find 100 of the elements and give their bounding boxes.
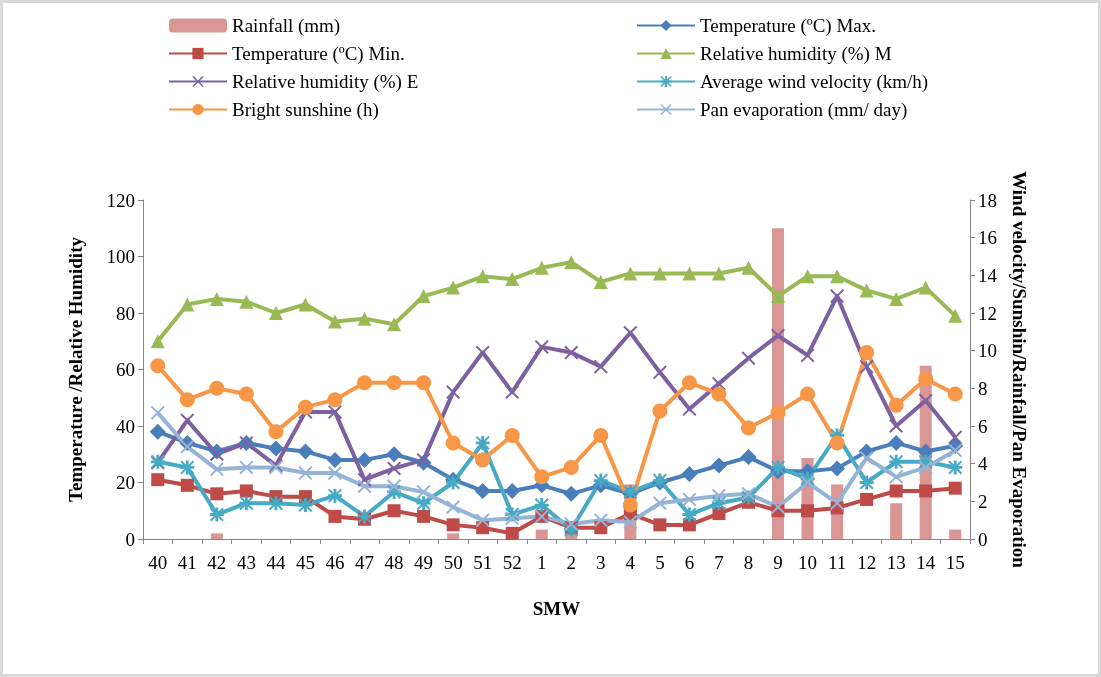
point [475, 452, 491, 468]
point [327, 404, 342, 419]
point [710, 457, 727, 474]
point [918, 371, 934, 387]
point [859, 475, 874, 490]
point [209, 380, 225, 396]
x-tick-label: 15 [945, 552, 965, 573]
point [298, 297, 313, 312]
point [623, 266, 638, 281]
point [830, 496, 845, 511]
point [179, 392, 195, 408]
point [534, 260, 549, 275]
bar [535, 529, 548, 539]
y-tick-label: 120 [106, 189, 135, 211]
point [534, 469, 550, 485]
point [534, 339, 549, 354]
point [209, 447, 224, 462]
point [563, 485, 580, 502]
y2-tick-label: 2 [978, 490, 988, 512]
x-tick-label: 3 [596, 552, 606, 573]
point [653, 518, 667, 532]
legend-label: Rainfall (mm) [232, 15, 341, 37]
x-tick-label: 5 [655, 552, 665, 573]
point [652, 496, 667, 511]
point [446, 280, 461, 295]
point [267, 440, 284, 457]
point [682, 492, 697, 507]
point [622, 497, 638, 513]
point [326, 451, 343, 468]
x-tick-label: 9 [773, 552, 783, 573]
x-tick-label: 49 [414, 552, 434, 573]
point [416, 452, 431, 467]
x-tick-label: 41 [177, 552, 197, 573]
point [860, 492, 874, 506]
bar [447, 533, 460, 539]
x-tick-label: 52 [502, 552, 522, 573]
point [150, 405, 165, 420]
point [918, 460, 933, 475]
point [474, 482, 491, 499]
point [889, 419, 904, 433]
x-tick-label: 1 [536, 552, 547, 573]
point [889, 484, 903, 498]
point [209, 291, 224, 306]
x-tick-label: 4 [625, 552, 636, 573]
y-tick-label: 0 [125, 528, 135, 550]
point [446, 499, 461, 514]
point [446, 518, 460, 532]
point [829, 460, 846, 477]
bar [890, 503, 903, 539]
point [209, 462, 224, 477]
point [149, 423, 166, 440]
point [357, 375, 373, 391]
point [711, 266, 726, 281]
bar [949, 529, 962, 539]
point [386, 446, 403, 463]
point [593, 513, 608, 528]
point [652, 403, 668, 419]
y2-tick-label: 18 [978, 189, 997, 211]
point [917, 443, 934, 460]
point [416, 375, 432, 391]
point [682, 266, 697, 281]
y2-tick-label: 16 [978, 227, 997, 249]
point [859, 451, 874, 466]
point [298, 466, 313, 481]
x-tick-label: 12 [857, 552, 877, 573]
x-tick-label: 45 [295, 552, 315, 573]
point [681, 375, 697, 391]
point [180, 439, 195, 454]
point [948, 443, 963, 458]
x-tick-label: 42 [207, 552, 227, 573]
x-tick-label: 48 [384, 552, 404, 573]
point [297, 399, 313, 415]
point [652, 266, 667, 281]
x-tick-label: 13 [886, 552, 906, 573]
point [504, 482, 521, 499]
point [327, 466, 342, 481]
x-tick-label: 10 [798, 552, 818, 573]
point [564, 255, 579, 270]
point [564, 516, 579, 531]
point [505, 272, 520, 287]
legend-label: Average wind velocity (km/h) [700, 71, 929, 93]
y2-tick-label: 4 [978, 453, 988, 475]
point [593, 359, 608, 374]
point [652, 365, 667, 380]
point [386, 375, 402, 391]
point [948, 430, 963, 445]
y-tick-label: 60 [116, 359, 135, 380]
x-tick-label: 47 [355, 552, 375, 573]
y-tick-label: 20 [116, 472, 135, 493]
y2-tick-label: 0 [978, 528, 988, 550]
x-tick-label: 50 [443, 552, 463, 573]
point [504, 427, 520, 443]
point [859, 359, 874, 374]
x-tick-label: 7 [714, 552, 724, 573]
point [475, 269, 490, 284]
point [387, 479, 402, 494]
point [948, 460, 963, 475]
point [505, 511, 520, 526]
point [948, 308, 963, 323]
point [888, 434, 905, 451]
